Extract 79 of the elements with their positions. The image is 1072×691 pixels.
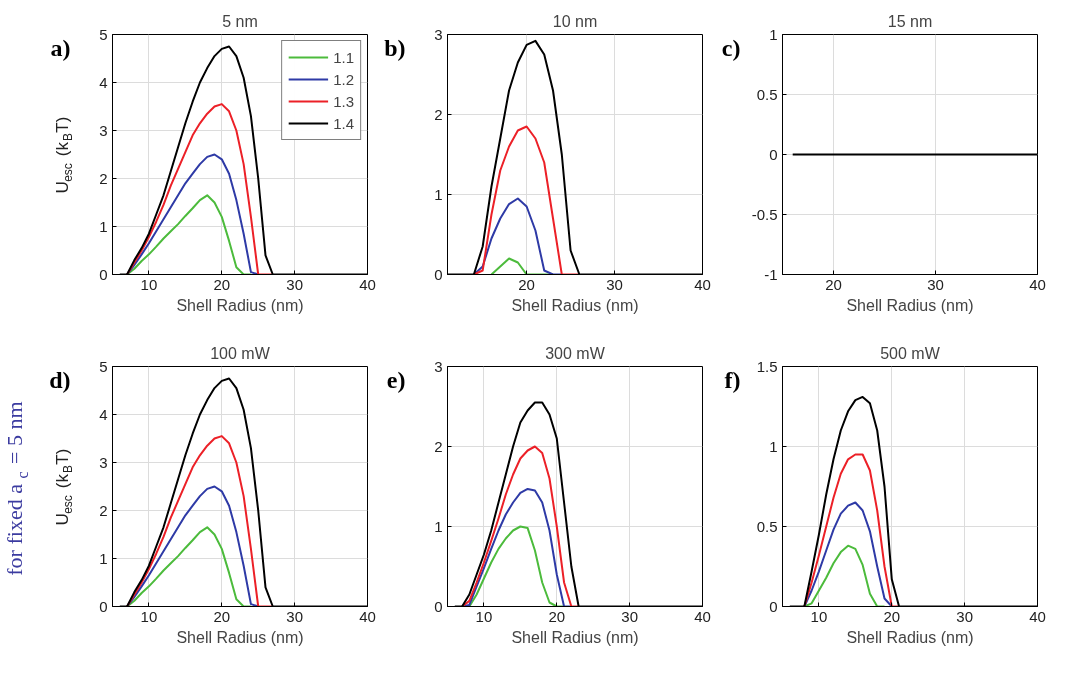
y-tick-label: 3 <box>99 121 108 139</box>
text: e) <box>386 366 406 393</box>
y-tick-label: 1.5 <box>756 357 778 375</box>
x-axis-title: Shell Radius (nm) <box>846 296 974 314</box>
x-tick-label: 30 <box>286 275 303 293</box>
y-tick-label: 3 <box>434 25 443 43</box>
x-axis-title: Shell Radius (nm) <box>176 628 304 646</box>
y-tick-label: 0 <box>434 265 443 283</box>
y-tick-label: 5 <box>99 25 108 43</box>
x-tick-label: 40 <box>694 607 711 625</box>
x-tick-label: 30 <box>956 607 973 625</box>
text: b) <box>384 34 406 61</box>
x-axis-title: Shell Radius (nm) <box>511 296 639 314</box>
x-axis-title: Shell Radius (nm) <box>511 628 639 646</box>
x-tick-label: 10 <box>475 607 493 625</box>
x-axis-title: Shell Radius (nm) <box>846 628 974 646</box>
x-tick-label: 40 <box>359 275 376 293</box>
legend-label: 1.4 <box>333 114 354 132</box>
x-tick-label: 40 <box>1029 607 1046 625</box>
y-tick-label: 2 <box>99 501 108 519</box>
y-tick-label: 3 <box>434 357 443 375</box>
y-tick-label: -1 <box>764 265 778 283</box>
y-tick-label: 0 <box>434 597 443 615</box>
x-tick-label: 30 <box>621 607 638 625</box>
x-tick-label: 30 <box>286 607 303 625</box>
y-tick-label: 1 <box>769 437 778 455</box>
line-series <box>803 501 893 607</box>
text: d) <box>49 366 71 393</box>
x-tick-label: 20 <box>213 275 231 293</box>
x-tick-label: 30 <box>606 275 623 293</box>
y-tick-label: 1 <box>434 517 443 535</box>
chart-title: 500 mW <box>880 344 941 362</box>
x-tick-label: 10 <box>810 607 828 625</box>
legend-label: 1.2 <box>333 70 354 88</box>
line-series <box>126 485 260 607</box>
y-tick-label: 4 <box>99 73 108 91</box>
y-tick-label: 2 <box>99 169 108 187</box>
y-tick-label: 1 <box>99 549 108 567</box>
y-tick-label: 1 <box>99 217 108 235</box>
y-tick-label: 0.5 <box>756 85 778 103</box>
y-tick-label: 4 <box>99 405 108 423</box>
chart-title: 10 nm <box>552 12 598 30</box>
legend-label: 1.3 <box>333 92 354 110</box>
y-tick-label: 0.5 <box>756 517 778 535</box>
x-tick-label: 10 <box>140 275 158 293</box>
chart-title: 5 nm <box>222 12 258 30</box>
y-tick-label: 0 <box>99 265 108 283</box>
legend-label: 1.1 <box>333 48 354 66</box>
text: for fixed ac = 5 nm <box>2 401 31 576</box>
x-tick-label: 30 <box>927 275 944 293</box>
line-series <box>126 153 260 275</box>
y-tick-label: 3 <box>99 453 108 471</box>
y-tick-label: 0 <box>769 145 778 163</box>
chart-title: 15 nm <box>887 12 933 30</box>
y-tick-label: 2 <box>434 105 443 123</box>
y-tick-label: 1 <box>434 185 443 203</box>
x-tick-label: 20 <box>825 275 842 293</box>
x-tick-label: 20 <box>213 607 231 625</box>
y-axis-title: Uesc (kBT) <box>53 448 76 526</box>
chart-title: 300 mW <box>545 344 606 362</box>
x-tick-label: 10 <box>140 607 158 625</box>
x-tick-label: 20 <box>548 607 566 625</box>
y-tick-label: 0 <box>769 597 778 615</box>
y-axis-title: Uesc (kBT) <box>53 116 76 194</box>
x-tick-label: 40 <box>694 275 711 293</box>
y-tick-label: 2 <box>434 437 443 455</box>
text: c) <box>721 34 741 61</box>
x-tick-label: 20 <box>883 607 901 625</box>
y-tick-label: 0 <box>99 597 108 615</box>
text: f) <box>724 366 741 393</box>
y-tick-label: -0.5 <box>751 205 778 223</box>
y-tick-label: 5 <box>99 357 108 375</box>
x-tick-label: 40 <box>1029 275 1046 293</box>
chart-title: 100 mW <box>210 344 271 362</box>
x-axis-title: Shell Radius (nm) <box>176 296 304 314</box>
text: a) <box>50 34 71 61</box>
y-tick-label: 1 <box>769 25 778 43</box>
x-tick-label: 20 <box>518 275 535 293</box>
x-tick-label: 40 <box>359 607 376 625</box>
